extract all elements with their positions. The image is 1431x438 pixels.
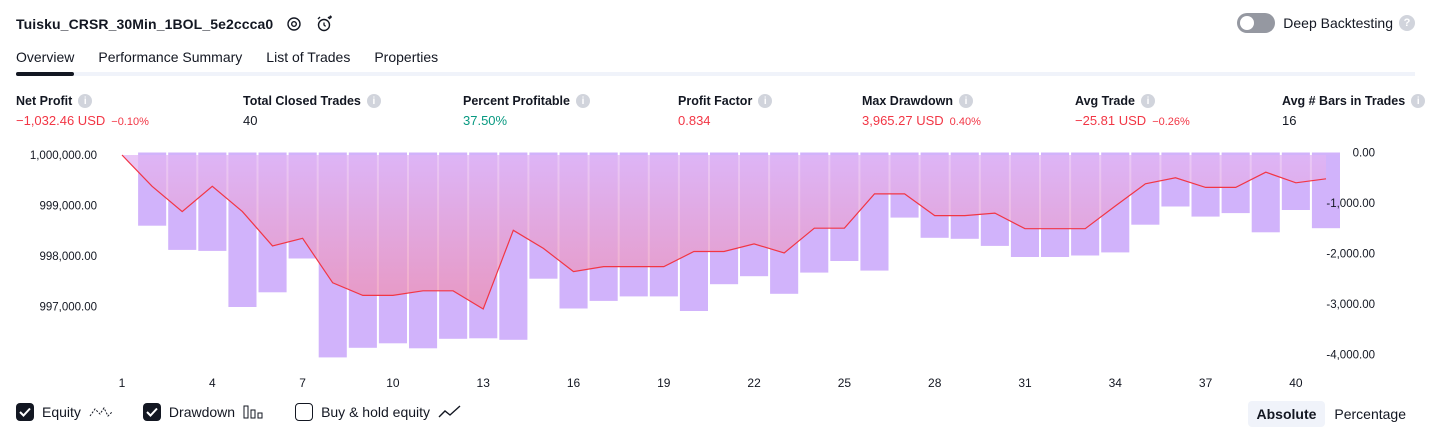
scale-toggle: Absolute Percentage — [1247, 401, 1416, 427]
metric-value: 40 — [243, 113, 258, 128]
info-icon[interactable]: i — [1140, 94, 1155, 108]
info-icon[interactable]: i — [366, 94, 381, 108]
equity-line — [121, 154, 1327, 310]
legend-drawdown[interactable]: Drawdown — [142, 403, 265, 421]
x-axis-tick-label: 28 — [928, 376, 942, 390]
metric-value: 37.50% — [463, 113, 508, 128]
strategy-name: Tuisku_CRSR_30Min_1BOL_5e2ccca0 — [16, 16, 274, 32]
metric-label: Max Drawdown — [862, 94, 953, 108]
metric-value: 3,965.27 USD — [862, 113, 944, 128]
x-axis-tick-label: 37 — [1199, 376, 1213, 390]
info-icon[interactable]: i — [1411, 94, 1426, 108]
left-axis: 1,000,000.00 999,000.00 998,000.00 997,000.… — [30, 150, 97, 314]
strategy-header: Tuisku_CRSR_30Min_1BOL_5e2ccca0 — [16, 12, 333, 36]
tab-properties[interactable]: Properties — [374, 49, 439, 65]
buy-hold-line-icon — [438, 405, 462, 419]
legend-equity[interactable]: Equity — [16, 403, 113, 421]
metric-label: Avg # Bars in Trades — [1282, 94, 1406, 108]
left-axis-tick-label: 998,000.00 — [39, 251, 97, 263]
metric-max-drawdown: Max Drawdown i 3,965.27 USD 0.40% — [862, 94, 981, 128]
tab-bar: Overview Performance Summary List of Tra… — [16, 42, 1415, 76]
x-axis-tick-label: 31 — [1018, 376, 1032, 390]
metric-label: Total Closed Trades — [243, 94, 361, 108]
metric-net-profit: Net Profit i −1,032.46 USD −0.10% — [16, 94, 149, 128]
left-axis-tick-label: 999,000.00 — [39, 201, 97, 213]
x-axis-tick-label: 13 — [477, 376, 491, 390]
info-icon[interactable]: i — [758, 94, 773, 108]
deep-backtesting-label: Deep Backtesting — [1283, 15, 1393, 31]
x-axis: 1 4 7 10 13 16 19 22 25 28 31 34 37 40 — [119, 376, 1303, 390]
x-axis-tick-label: 19 — [657, 376, 671, 390]
metric-label: Net Profit — [16, 94, 73, 108]
metric-percent-profitable: Percent Profitable i 37.50% — [463, 94, 590, 128]
right-axis-tick-label: 0.00 — [1353, 148, 1375, 160]
equity-line-icon — [89, 405, 113, 419]
x-axis-tick-label: 16 — [567, 376, 581, 390]
x-axis-tick-label: 34 — [1109, 376, 1123, 390]
info-icon[interactable]: i — [575, 94, 590, 108]
right-axis-tick-label: -3,000.00 — [1326, 299, 1375, 311]
buy-hold-checkbox[interactable] — [295, 403, 314, 421]
right-axis: 0.00 -1,000.00 -2,000.00 -3,000.00 -4,000.00 — [1326, 148, 1375, 362]
x-axis-tick-label: 40 — [1289, 376, 1303, 390]
drawdown-checkbox[interactable] — [142, 403, 161, 421]
x-axis-tick-label: 25 — [838, 376, 852, 390]
info-icon[interactable]: i — [959, 94, 973, 108]
metric-avg-bars: Avg # Bars in Trades i 16 — [1282, 94, 1426, 128]
metric-total-closed-trades: Total Closed Trades i 40 — [243, 94, 381, 128]
absolute-button[interactable]: Absolute — [1247, 401, 1326, 427]
right-axis-tick-label: -1,000.00 — [1326, 198, 1375, 210]
legend-label: Buy & hold equity — [321, 404, 431, 420]
metric-avg-trade: Avg Trade i −25.81 USD −0.26% — [1075, 94, 1190, 128]
metric-percent: −0.26% — [1152, 116, 1190, 128]
x-axis-tick-label: 7 — [299, 376, 306, 390]
x-axis-tick-label: 10 — [386, 376, 400, 390]
right-axis-tick-label: -2,000.00 — [1326, 249, 1375, 261]
metric-value: −1,032.46 USD — [16, 113, 106, 128]
percentage-button[interactable]: Percentage — [1334, 406, 1406, 422]
equity-checkbox[interactable] — [16, 403, 34, 421]
x-axis-tick-label: 4 — [209, 376, 216, 390]
tab-performance-summary[interactable]: Performance Summary — [98, 49, 243, 65]
info-icon[interactable]: i — [78, 94, 93, 108]
help-icon[interactable]: ? — [1399, 15, 1415, 31]
metric-percent: −0.10% — [111, 116, 149, 128]
tab-list-of-trades[interactable]: List of Trades — [266, 49, 351, 65]
legend-label: Drawdown — [168, 404, 236, 420]
right-axis-tick-label: -4,000.00 — [1326, 349, 1375, 361]
equity-drawdown-chart[interactable]: 1,000,000.00 999,000.00 998,000.00 997,000.… — [0, 140, 1431, 395]
tab-overview[interactable]: Overview — [16, 42, 75, 76]
metric-value: 0.834 — [678, 113, 711, 128]
x-axis-tick-label: 1 — [119, 376, 126, 390]
legend-label: Equity — [42, 404, 81, 420]
left-axis-tick-label: 997,000.00 — [39, 302, 97, 314]
metric-label: Avg Trade — [1075, 94, 1135, 108]
deep-backtesting-toggle[interactable] — [1237, 13, 1276, 33]
deep-backtesting: Deep Backtesting ? — [1237, 13, 1415, 33]
equity-area — [122, 155, 1326, 309]
add-alert-icon[interactable] — [315, 15, 333, 33]
metric-value: −25.81 USD — [1075, 113, 1147, 128]
metric-label: Percent Profitable — [463, 94, 570, 108]
left-axis-tick-label: 1,000,000.00 — [30, 150, 97, 162]
toggle-knob — [1240, 16, 1255, 30]
drawdown-bars-icon — [243, 405, 265, 419]
x-axis-tick-label: 22 — [747, 376, 761, 390]
metric-profit-factor: Profit Factor i 0.834 — [678, 94, 773, 128]
settings-icon[interactable] — [285, 15, 303, 33]
metric-percent: 0.40% — [949, 116, 981, 128]
chart-legend: Equity Drawdown Buy & hold equity — [16, 403, 492, 421]
metric-label: Profit Factor — [678, 94, 753, 108]
legend-buy-hold[interactable]: Buy & hold equity — [295, 403, 462, 421]
metric-value: 16 — [1282, 113, 1297, 128]
